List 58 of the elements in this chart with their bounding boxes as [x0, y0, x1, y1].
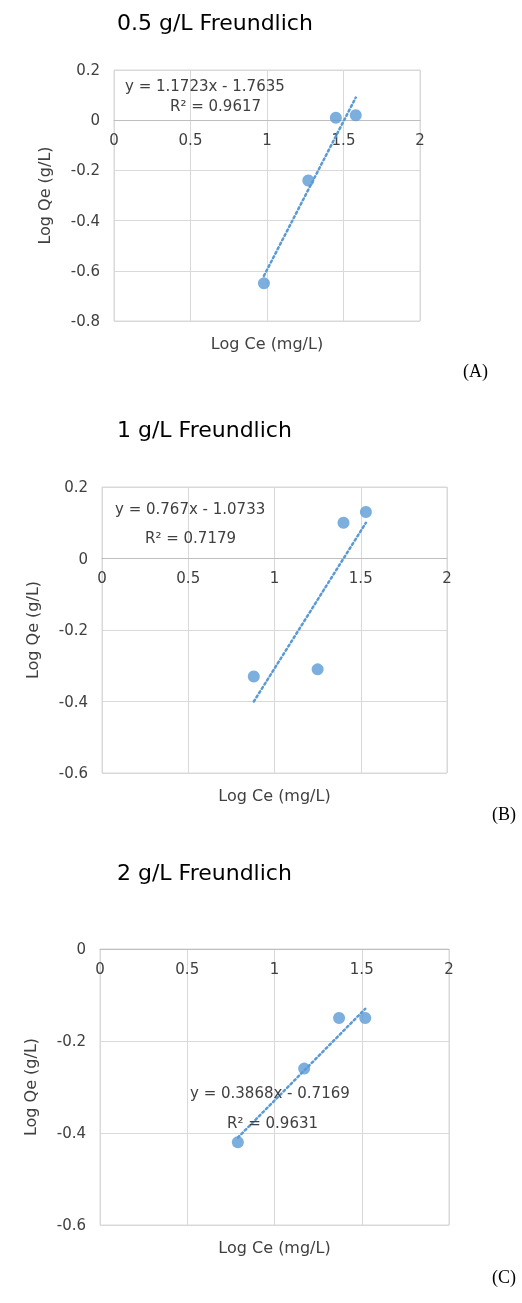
y-tick-label: -0.2	[56, 1032, 86, 1050]
y-tick-label: 0.2	[76, 61, 100, 79]
x-tick-label: 1.5	[349, 959, 374, 978]
point	[337, 516, 350, 529]
point	[311, 663, 324, 676]
point	[247, 670, 260, 683]
x-tick-label: 1.5	[331, 130, 356, 149]
text: (B)	[492, 804, 517, 825]
y-axis-title: Log Qe (g/L)	[34, 146, 54, 245]
y-axis-title: Log Qe (g/L)	[20, 1037, 40, 1137]
point	[349, 109, 362, 122]
point	[329, 111, 342, 124]
x-axis-title: Log Ce (mg/L)	[218, 785, 331, 805]
x-axis-title: Log Ce (mg/L)	[218, 1237, 331, 1257]
chart-title: 0.5 g/L Freundlich	[117, 9, 313, 35]
annotation: R² = 0.9631	[227, 1113, 319, 1132]
point	[333, 1012, 346, 1024]
x-tick-label: 0.5	[175, 959, 200, 978]
y-tick-label: -0.4	[58, 692, 88, 711]
annotation: y = 0.767x - 1.0733	[115, 499, 266, 518]
y-axis-title: Log Qe (g/L)	[22, 580, 42, 680]
x-tick-label: 0.5	[176, 569, 201, 587]
x-axis-title: Log Ce (mg/L)	[210, 333, 324, 353]
y-tick-label: -0.4	[56, 1124, 86, 1142]
point	[359, 506, 372, 519]
annotation: y = 0.3868x - 0.7169	[190, 1083, 350, 1102]
y-tick-label: -0.2	[70, 161, 100, 180]
y-tick-label: -0.6	[70, 261, 100, 280]
y-tick-label: 0	[90, 111, 100, 130]
y-tick-label: -0.6	[56, 1216, 86, 1234]
x-tick-label: 1.5	[348, 569, 373, 587]
y-tick-label: -0.2	[58, 621, 88, 639]
x-tick-label: 0.5	[178, 130, 203, 149]
annotation: R² = 0.9617	[170, 96, 262, 115]
y-tick-label: 0.2	[64, 478, 88, 496]
chart-title: 1 g/L Freundlich	[117, 416, 292, 442]
x-tick-label: 0	[109, 130, 119, 149]
x-tick-label: 2	[442, 569, 452, 587]
point	[257, 277, 270, 290]
x-tick-label: 1	[262, 130, 272, 149]
point	[231, 1136, 244, 1149]
x-tick-label: 2	[444, 959, 454, 978]
point	[359, 1012, 372, 1024]
text: (C)	[492, 1267, 517, 1288]
x-tick-label: 2	[415, 130, 425, 149]
point	[298, 1062, 311, 1075]
chart-title: 2 g/L Freundlich	[117, 859, 292, 885]
y-tick-label: -0.8	[70, 312, 100, 330]
y-tick-label: -0.6	[58, 764, 88, 782]
annotation: y = 1.1723x - 1.7635	[125, 76, 285, 95]
x-tick-label: 1	[269, 959, 280, 978]
point	[302, 174, 315, 187]
annotation: R² = 0.7179	[145, 528, 237, 547]
y-tick-label: -0.4	[70, 211, 100, 230]
x-tick-label: 1	[269, 569, 280, 587]
text: (A)	[463, 361, 489, 382]
y-tick-label: 0	[76, 940, 86, 958]
y-tick-label: 0	[78, 549, 88, 568]
